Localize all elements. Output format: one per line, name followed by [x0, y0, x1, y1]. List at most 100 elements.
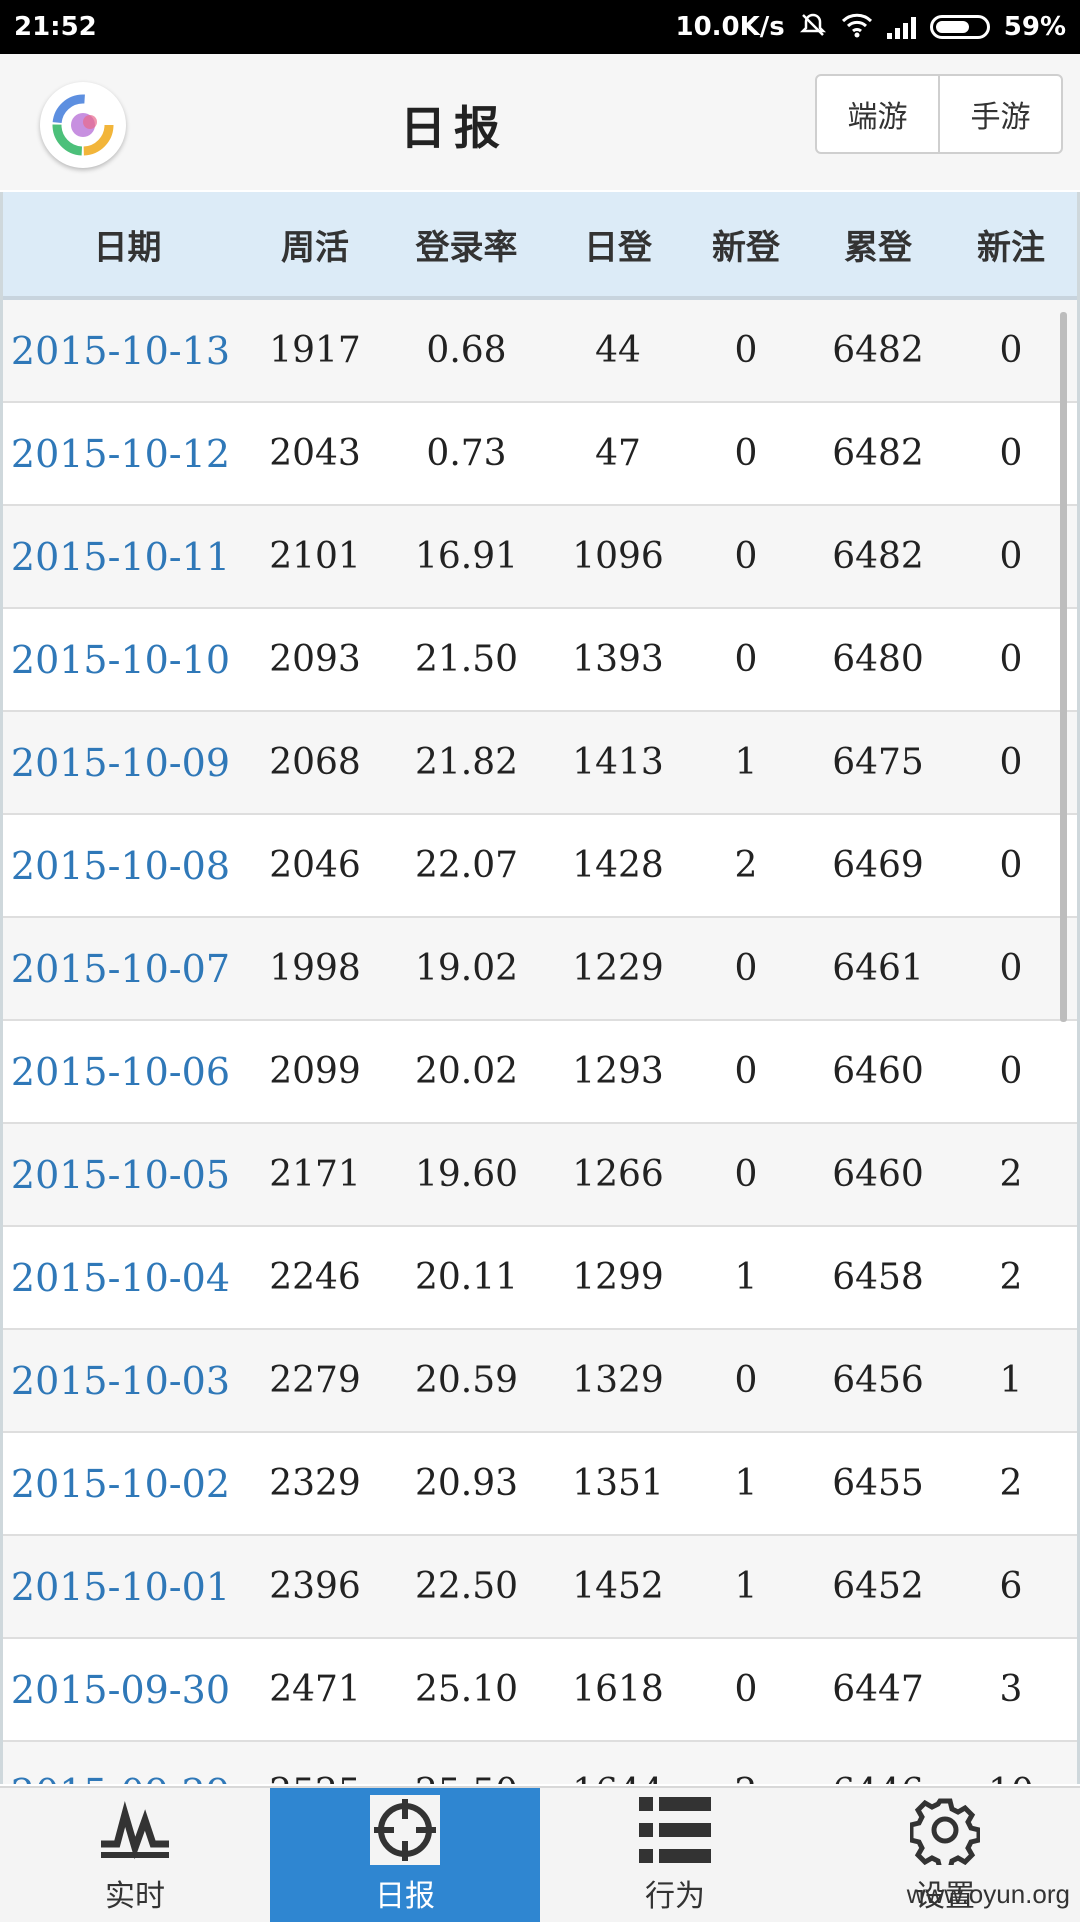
- nav-settings[interactable]: 设置: [810, 1788, 1080, 1922]
- col-header-total-login[interactable]: 累登: [844, 227, 912, 268]
- cell-daily-login: 1096: [572, 536, 664, 577]
- col-header-date[interactable]: 日期: [93, 227, 162, 268]
- table-row[interactable]: 2015-10-10 2093 21.50 1393 0 6480 0: [3, 609, 1077, 712]
- table-row[interactable]: 2015-10-07 1998 19.02 1229 0 6461 0: [3, 918, 1077, 1021]
- cell-date[interactable]: 2015-10-06: [10, 1049, 230, 1094]
- cell-weekly-active: 2068: [269, 742, 361, 783]
- gear-icon: [908, 1795, 982, 1865]
- table-row[interactable]: 2015-10-04 2246 20.11 1299 1 6458 2: [3, 1227, 1077, 1330]
- battery-icon: [929, 15, 990, 39]
- wifi-icon: [841, 12, 873, 43]
- cell-new-login: 0: [734, 639, 758, 680]
- col-header-new-register[interactable]: 新注: [977, 227, 1045, 268]
- cell-new-login: 0: [734, 330, 758, 371]
- cell-date[interactable]: 2015-10-12: [10, 431, 230, 476]
- cell-weekly-active: 2171: [269, 1154, 361, 1195]
- cell-login-rate: 19.02: [414, 948, 519, 989]
- cell-login-rate: 0.73: [426, 433, 507, 474]
- nav-label: 日报: [375, 1879, 435, 1914]
- cell-date[interactable]: 2015-10-09: [10, 740, 230, 785]
- table-row[interactable]: 2015-09-30 2471 25.10 1618 0 6447 3: [3, 1639, 1077, 1742]
- cell-date[interactable]: 2015-10-13: [10, 328, 230, 373]
- daily-report-table[interactable]: 日期 周活 登录率 日登 新登 累登 新注 2015-10-13 1917 0.68…: [0, 192, 1080, 1784]
- cell-new-register: 0: [999, 433, 1023, 474]
- cell-date[interactable]: 2015-10-11: [10, 534, 230, 579]
- cell-date[interactable]: 2015-10-03: [10, 1358, 230, 1403]
- scrollbar-thumb[interactable]: [1060, 312, 1067, 1022]
- cell-total-login: 6452: [832, 1566, 924, 1607]
- cell-login-rate: 20.93: [414, 1463, 519, 1504]
- cell-date[interactable]: 2015-10-04: [10, 1255, 230, 1300]
- cell-new-login: 0: [734, 1669, 758, 1710]
- app-logo-icon[interactable]: [40, 82, 126, 168]
- tab-pc-games[interactable]: 端游: [847, 100, 908, 135]
- cell-weekly-active: 2101: [269, 536, 361, 577]
- cell-daily-login: 44: [595, 330, 641, 371]
- watermark: www.oyun.org: [906, 1879, 1070, 1909]
- cell-total-login: 6460: [832, 1051, 924, 1092]
- table-row[interactable]: 2015-10-09 2068 21.82 1413 1 6475 0: [3, 712, 1077, 815]
- cell-weekly-active: 2525: [252, 1772, 378, 1784]
- cell-date[interactable]: 2015-09-30: [10, 1667, 230, 1712]
- table-row[interactable]: 2015-10-13 1917 0.68 44 0 6482 0: [3, 300, 1077, 403]
- col-header-daily-login[interactable]: 日登: [584, 227, 652, 268]
- cell-daily-login: 1393: [572, 639, 664, 680]
- cell-total-login: 6460: [832, 1154, 924, 1195]
- nav-daily-report[interactable]: 日报: [270, 1788, 540, 1922]
- col-header-new-login[interactable]: 新登: [712, 227, 780, 268]
- table-row[interactable]: 2015-10-12 2043 0.73 47 0 6482 0: [3, 403, 1077, 506]
- network-speed: 10.0K/s: [675, 12, 785, 42]
- page-title: 日报: [400, 101, 508, 155]
- table-row[interactable]: 2015-10-03 2279 20.59 1329 0 6456 1: [3, 1330, 1077, 1433]
- cell-date[interactable]: 2015-10-05: [10, 1152, 230, 1197]
- cell-login-rate: 22.50: [414, 1566, 519, 1607]
- cell-daily-login: 1644: [555, 1772, 681, 1784]
- cell-new-login: 0: [734, 1360, 758, 1401]
- cell-date[interactable]: 2015-10-01: [10, 1564, 230, 1609]
- table-row[interactable]: 2015-10-02 2329 20.93 1351 1 6455 2: [3, 1433, 1077, 1536]
- cell-new-register: 6: [999, 1566, 1023, 1607]
- table-row[interactable]: 2015-10-11 2101 16.91 1096 0 6482 0: [3, 506, 1077, 609]
- nav-label: 设置: [915, 1879, 975, 1914]
- cell-weekly-active: 2396: [269, 1566, 361, 1607]
- cell-date[interactable]: 2015-10-10: [10, 637, 230, 682]
- cell-daily-login: 1229: [572, 948, 664, 989]
- cell-weekly-active: 2046: [269, 845, 361, 886]
- cell-new-register: 0: [999, 948, 1023, 989]
- col-header-login-rate[interactable]: 登录率: [415, 227, 518, 268]
- cell-new-login: 0: [734, 536, 758, 577]
- table-row[interactable]: 2015-10-01 2396 22.50 1452 1 6452 6: [3, 1536, 1077, 1639]
- cell-total-login: 6455: [832, 1463, 924, 1504]
- cell-login-rate: 0.68: [426, 330, 507, 371]
- cell-total-login: 6469: [832, 845, 924, 886]
- cell-daily-login: 1618: [572, 1669, 664, 1710]
- table-row[interactable]: 2015-10-05 2171 19.60 1266 0 6460 2: [3, 1124, 1077, 1227]
- cell-login-rate: 20.11: [414, 1257, 519, 1298]
- nav-behavior[interactable]: 行为: [540, 1788, 810, 1922]
- cell-new-register: 0: [999, 639, 1023, 680]
- cell-daily-login: 1266: [572, 1154, 664, 1195]
- cell-new-login: 2: [734, 845, 758, 886]
- cell-weekly-active: 2329: [269, 1463, 361, 1504]
- table-row[interactable]: 2015-09-29252525.5016442644610: [3, 1742, 1077, 1784]
- nav-realtime[interactable]: 实时: [0, 1788, 270, 1922]
- cell-date[interactable]: 2015-10-02: [10, 1461, 230, 1506]
- cell-date[interactable]: 2015-09-29: [3, 1771, 252, 1785]
- cell-date[interactable]: 2015-10-07: [10, 946, 230, 991]
- table-row[interactable]: 2015-10-06 2099 20.02 1293 0 6460 0: [3, 1021, 1077, 1124]
- col-header-weekly-active[interactable]: 周活: [281, 227, 349, 268]
- cell-new-register: 0: [999, 742, 1023, 783]
- cell-total-login: 6482: [832, 536, 924, 577]
- cell-date[interactable]: 2015-10-08: [10, 843, 230, 888]
- cell-weekly-active: 1917: [269, 330, 361, 371]
- table-row[interactable]: 2015-10-08 2046 22.07 1428 2 6469 0: [3, 815, 1077, 918]
- cell-new-login: 0: [734, 1154, 758, 1195]
- tab-mobile-games[interactable]: 手游: [938, 76, 1061, 152]
- cell-new-register: 1: [999, 1360, 1023, 1401]
- cell-login-rate: 25.10: [414, 1669, 519, 1710]
- cell-new-register: 3: [999, 1669, 1023, 1710]
- cell-total-login: 6482: [832, 433, 924, 474]
- cell-new-register: 2: [999, 1257, 1023, 1298]
- cell-weekly-active: 2093: [269, 639, 361, 680]
- cell-weekly-active: 2471: [269, 1669, 361, 1710]
